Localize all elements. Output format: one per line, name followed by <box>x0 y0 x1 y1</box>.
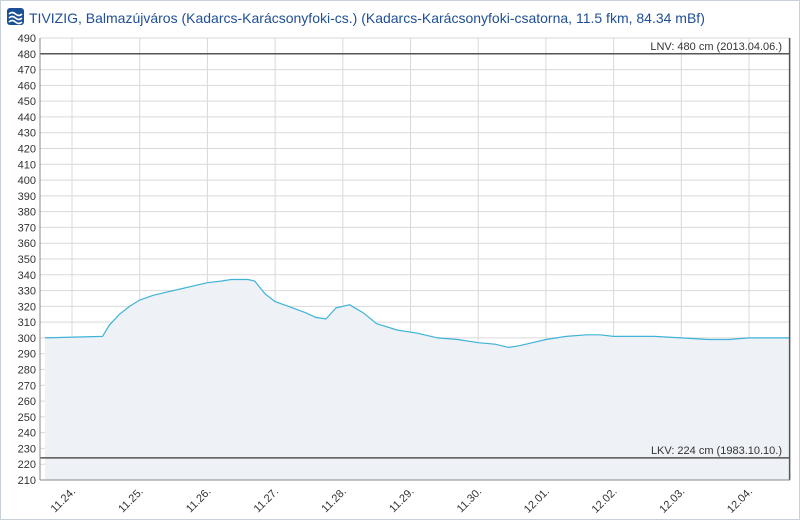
y-tick-label: 240 <box>18 428 36 440</box>
y-tick-label: 430 <box>18 128 36 140</box>
y-tick-label: 390 <box>18 191 36 203</box>
x-tick-label: 11.24. <box>49 486 79 516</box>
y-tick-label: 310 <box>18 317 36 329</box>
reference-lines: LNV: 480 cm (2013.04.06.) LKV: 224 cm (19… <box>40 38 791 480</box>
water-level-area <box>44 279 790 480</box>
y-tick-label: 350 <box>18 254 36 266</box>
y-tick-label: 250 <box>18 412 36 424</box>
y-tick-label: 230 <box>18 443 36 455</box>
y-tick-label: 370 <box>18 222 36 234</box>
vizugy-logo-icon <box>7 8 24 25</box>
chart-title: TIVIZIG, Balmazújváros (Kadarcs-Karácson… <box>29 10 705 26</box>
water-level-line <box>44 278 790 349</box>
y-tick-label: 220 <box>18 459 36 471</box>
series-area <box>44 278 790 480</box>
y-tick-label: 490 <box>18 33 36 45</box>
lnv-label: LNV: 480 cm (2013.04.06.) <box>650 41 782 53</box>
y-tick-label: 260 <box>18 396 36 408</box>
y-tick-label: 470 <box>18 65 36 77</box>
y-tick-label: 320 <box>18 301 36 313</box>
y-tick-label: 340 <box>18 270 36 282</box>
x-tick-label: 11.28. <box>319 486 349 516</box>
x-tick-label: 12.01. <box>522 486 552 516</box>
y-tick-label: 360 <box>18 238 36 250</box>
x-tick-label: 11.30. <box>455 486 485 516</box>
y-tick-label: 270 <box>18 380 36 392</box>
y-tick-label: 300 <box>18 333 36 345</box>
y-tick-label: 420 <box>18 144 36 156</box>
y-tick-label: 280 <box>18 365 36 377</box>
x-tick-label: 11.26. <box>184 486 214 516</box>
x-tick-label: 11.27. <box>252 486 282 516</box>
y-tick-label: 460 <box>18 80 36 92</box>
y-tick-label: 410 <box>18 159 36 171</box>
x-tick-label: 11.25. <box>116 486 146 516</box>
y-tick-label: 330 <box>18 286 36 298</box>
title-bar: TIVIZIG, Balmazújváros (Kadarcs-Karácson… <box>0 0 800 30</box>
x-tick-label: 12.04. <box>725 486 755 516</box>
x-tick-label: 12.02. <box>590 486 620 516</box>
y-tick-label: 440 <box>18 112 36 124</box>
y-tick-label: 290 <box>18 349 36 361</box>
y-tick-label: 450 <box>18 96 36 108</box>
y-tick-label: 380 <box>18 207 36 219</box>
y-tick-label: 480 <box>18 49 36 61</box>
x-tick-label: 11.29. <box>387 486 417 516</box>
lkv-label: LKV: 224 cm (1983.10.10.) <box>651 445 782 457</box>
y-tick-label: 210 <box>18 475 36 487</box>
y-tick-label: 400 <box>18 175 36 187</box>
x-tick-label: 12.03. <box>657 486 687 516</box>
